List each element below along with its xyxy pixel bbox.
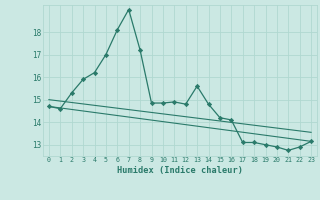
X-axis label: Humidex (Indice chaleur): Humidex (Indice chaleur) bbox=[117, 166, 243, 175]
